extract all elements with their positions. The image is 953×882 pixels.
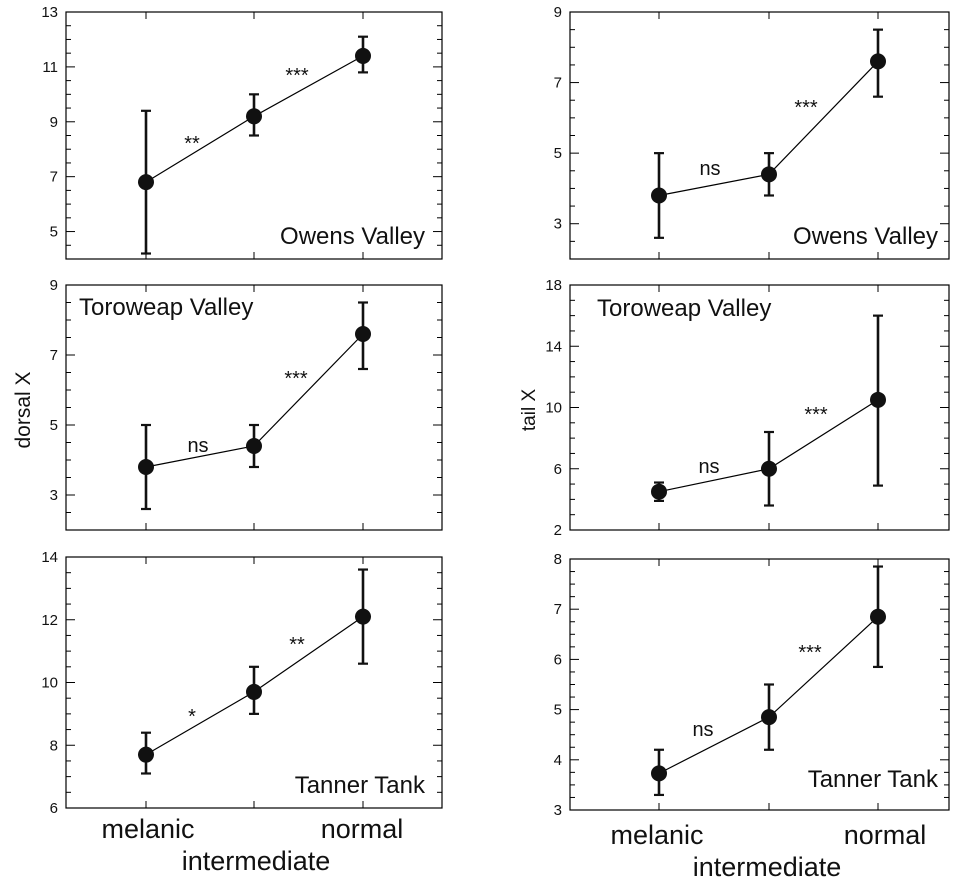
y-tick-label: 6: [554, 651, 562, 668]
significance-label: **: [289, 634, 305, 656]
panel-3: 3 5 7 9 ns *** Toroweap Valley: [50, 277, 443, 531]
panel-frame: [65, 284, 443, 531]
panel-title: Toroweap Valley: [597, 295, 771, 322]
y-tick-label: 5: [554, 702, 562, 719]
panel-title: Owens Valley: [793, 223, 938, 250]
significance-label: ***: [284, 368, 308, 390]
panel-title: Toroweap Valley: [79, 294, 253, 321]
mean-point: [355, 47, 371, 64]
panel-frame: [569, 11, 950, 260]
y-tick-label: 18: [545, 277, 562, 294]
y-axis-title-tail: tail X: [519, 389, 540, 432]
mean-point: [246, 683, 262, 700]
y-tick-label: 3: [554, 802, 562, 819]
y-tick-label: 3: [554, 216, 562, 233]
panel-title: Tanner Tank: [295, 772, 426, 799]
x-label-intermediate-right: intermediate: [693, 852, 842, 882]
significance-label: ns: [187, 435, 208, 457]
y-tick-label: 11: [42, 59, 58, 76]
mean-point: [138, 746, 154, 763]
mean-point: [651, 765, 667, 782]
y-tick-label: 8: [50, 737, 58, 754]
significance-label: ***: [794, 97, 818, 119]
y-tick-label: 6: [554, 461, 562, 478]
y-tick-label: 5: [554, 145, 562, 162]
y-tick-label: 5: [50, 417, 58, 434]
mean-point: [870, 608, 886, 625]
y-tick-label: 14: [545, 338, 562, 355]
panel-title: Owens Valley: [280, 223, 425, 250]
x-label-melanic-right: melanic: [610, 820, 703, 850]
y-tick-label: 12: [41, 612, 58, 629]
mean-point: [761, 460, 777, 477]
y-tick-label: 9: [50, 114, 58, 131]
y-tick-label: 7: [50, 347, 58, 364]
y-tick-label: 3: [50, 487, 58, 504]
y-tick-label: 10: [545, 400, 562, 417]
y-tick-label: 8: [554, 551, 562, 568]
significance-label: ***: [285, 65, 309, 87]
mean-point: [246, 108, 262, 125]
mean-point: [870, 53, 886, 70]
y-tick-label: 9: [554, 4, 562, 21]
y-tick-label: 5: [50, 224, 58, 241]
y-tick-label: 10: [41, 675, 58, 692]
y-tick-label: 7: [554, 601, 562, 618]
significance-label: ns: [698, 456, 719, 478]
significance-label: *: [188, 706, 196, 728]
mean-point: [870, 391, 886, 408]
mean-point: [761, 166, 777, 183]
y-tick-label: 14: [41, 549, 58, 566]
significance-label: ***: [804, 404, 828, 426]
y-tick-label: 7: [554, 75, 562, 92]
y-tick-label: 9: [50, 277, 58, 294]
mean-point: [138, 174, 154, 191]
y-axis-title-dorsal: dorsal X: [12, 371, 35, 448]
significance-label: ***: [798, 642, 822, 664]
y-tick-label: 6: [50, 800, 58, 817]
mean-point: [761, 709, 777, 726]
y-tick-label: 13: [41, 4, 58, 21]
panel-6: 3 4 5 6 7 8 ns *** Tanner Tank: [554, 551, 950, 819]
panel-2: 3 5 7 9 ns *** Owens Valley: [554, 4, 950, 260]
x-label-melanic-left: melanic: [101, 814, 194, 844]
y-tick-label: 2: [554, 522, 562, 539]
significance-label: ns: [692, 719, 713, 741]
x-label-intermediate-left: intermediate: [182, 846, 331, 876]
significance-label: **: [184, 133, 200, 155]
mean-point: [355, 608, 371, 625]
mean-point: [138, 459, 154, 475]
y-tick-label: 4: [554, 752, 562, 769]
panel-title: Tanner Tank: [808, 766, 939, 793]
significance-label: ns: [699, 158, 720, 180]
x-label-normal-left: normal: [321, 814, 404, 844]
mean-point: [355, 326, 371, 342]
x-label-normal-right: normal: [844, 820, 927, 850]
mean-point: [246, 438, 262, 454]
y-tick-label: 7: [50, 169, 58, 186]
panel-4: 2 6 10 14 18 ns *** Toroweap Valley: [545, 277, 950, 539]
mean-point: [651, 187, 667, 204]
mean-point: [651, 483, 667, 500]
